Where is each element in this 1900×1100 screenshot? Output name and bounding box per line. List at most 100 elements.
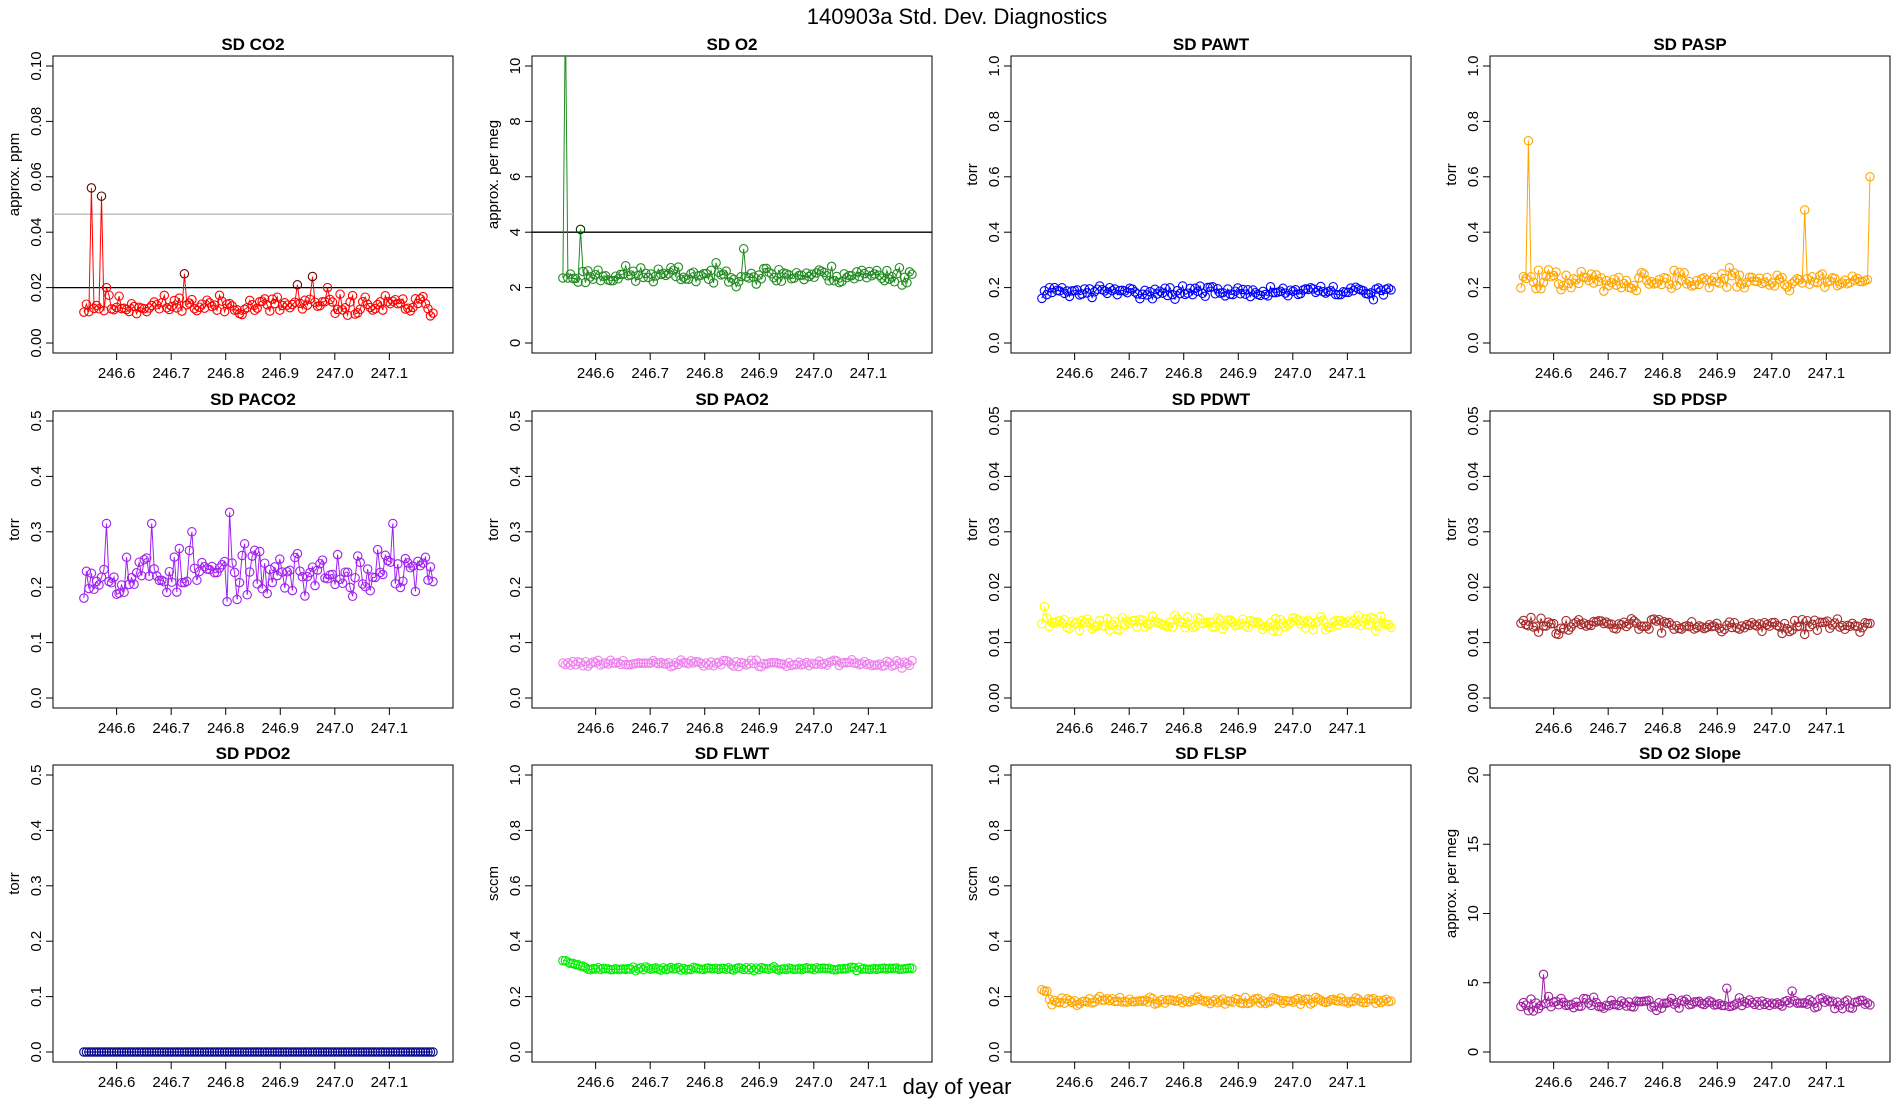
data-point — [1566, 283, 1576, 293]
y-tick-label: 0.4 — [986, 931, 1003, 952]
data-point — [395, 1047, 406, 1057]
y-tick-label: 0.0 — [507, 1042, 524, 1063]
data-point — [109, 572, 119, 582]
data-point — [806, 963, 817, 974]
data-point — [854, 271, 865, 282]
series-line — [562, 56, 913, 288]
data-point — [1704, 619, 1715, 630]
data-point — [648, 276, 659, 287]
data-point — [585, 272, 596, 282]
data-point — [1659, 998, 1669, 1008]
data-point — [362, 1047, 373, 1057]
x-tick-label: 247.1 — [371, 365, 409, 382]
x-tick-label: 246.7 — [152, 365, 190, 382]
data-point — [1363, 619, 1374, 630]
y-tick-label: 0.3 — [507, 521, 524, 542]
data-point — [1739, 623, 1750, 633]
data-point — [383, 1047, 393, 1057]
data-point — [1840, 997, 1850, 1007]
data-point — [375, 1047, 386, 1057]
data-series — [79, 1047, 438, 1057]
data-point — [350, 1047, 360, 1057]
data-point — [91, 300, 102, 311]
data-point — [1669, 265, 1679, 276]
series-line — [83, 512, 434, 602]
data-point — [671, 657, 681, 668]
data-point — [1609, 999, 1619, 1010]
data-point — [1601, 275, 1612, 286]
plot-frame — [1489, 55, 1891, 354]
panel-title: SD FLWT — [695, 744, 770, 763]
data-point — [232, 594, 242, 605]
data-point — [297, 572, 308, 582]
x-tick-label: 246.6 — [1535, 720, 1573, 737]
data-point — [1644, 995, 1654, 1006]
x-tick-label: 247.0 — [1753, 720, 1791, 737]
data-point — [1576, 619, 1586, 630]
data-point — [277, 1047, 288, 1057]
data-point — [96, 191, 107, 201]
y-tick-label: 0.8 — [1465, 111, 1482, 132]
data-point — [1764, 280, 1775, 290]
data-point — [265, 564, 275, 575]
data-point — [1082, 997, 1092, 1007]
x-tick-label: 247.1 — [1329, 365, 1367, 382]
data-point — [1351, 282, 1361, 293]
data-point — [1656, 628, 1667, 638]
data-point — [1553, 279, 1564, 289]
data-point — [882, 265, 892, 276]
x-tick-label: 246.8 — [207, 720, 245, 737]
data-point — [771, 275, 782, 286]
data-point — [1268, 625, 1278, 636]
x-tick-label: 246.8 — [1165, 365, 1203, 382]
y-tick-label: 4 — [507, 228, 524, 236]
data-point — [1368, 295, 1379, 305]
data-point — [1799, 997, 1810, 1008]
data-point — [352, 551, 363, 561]
data-point — [568, 656, 578, 667]
data-point — [1576, 266, 1586, 277]
data-point — [1320, 625, 1331, 635]
data-point — [1177, 997, 1188, 1008]
data-point — [1273, 626, 1283, 636]
panel-title: SD PASP — [1653, 35, 1726, 54]
data-point — [892, 656, 902, 666]
data-point — [811, 659, 822, 669]
data-point — [1037, 984, 1047, 995]
data-point — [1797, 614, 1807, 625]
data-point — [169, 1047, 180, 1057]
data-point — [799, 659, 809, 669]
data-point — [623, 660, 633, 670]
data-point — [157, 575, 167, 586]
y-tick-label: 0.1 — [28, 632, 45, 653]
data-point — [1526, 271, 1536, 282]
data-point — [1553, 1000, 1564, 1010]
data-point — [204, 1047, 215, 1057]
y-tick-label: 0.2 — [986, 277, 1003, 298]
data-point — [1621, 275, 1632, 286]
data-point — [1155, 618, 1165, 628]
data-point — [154, 304, 165, 314]
data-point — [756, 662, 767, 672]
data-point — [1099, 286, 1110, 296]
data-point — [630, 966, 641, 976]
data-point — [305, 294, 315, 304]
data-point — [849, 274, 859, 284]
y-tick-label: 0.2 — [28, 931, 45, 952]
data-point — [162, 1047, 172, 1057]
data-point — [179, 577, 190, 588]
data-point — [1799, 205, 1810, 215]
y-axis: 0.0 0.2 0.4 0.6 0.8 1.0 sccm — [485, 765, 532, 1063]
y-tick-label: 0.4 — [28, 820, 45, 841]
data-point — [219, 1047, 230, 1057]
data-point — [711, 258, 721, 268]
data-point — [1147, 294, 1158, 304]
data-point — [172, 303, 182, 313]
plot-frame — [1010, 764, 1412, 1063]
data-point — [1656, 1003, 1667, 1013]
y-tick-label: 0.0 — [28, 688, 45, 709]
data-point — [1258, 996, 1268, 1006]
data-series — [1516, 612, 1875, 640]
data-point — [1378, 290, 1389, 300]
